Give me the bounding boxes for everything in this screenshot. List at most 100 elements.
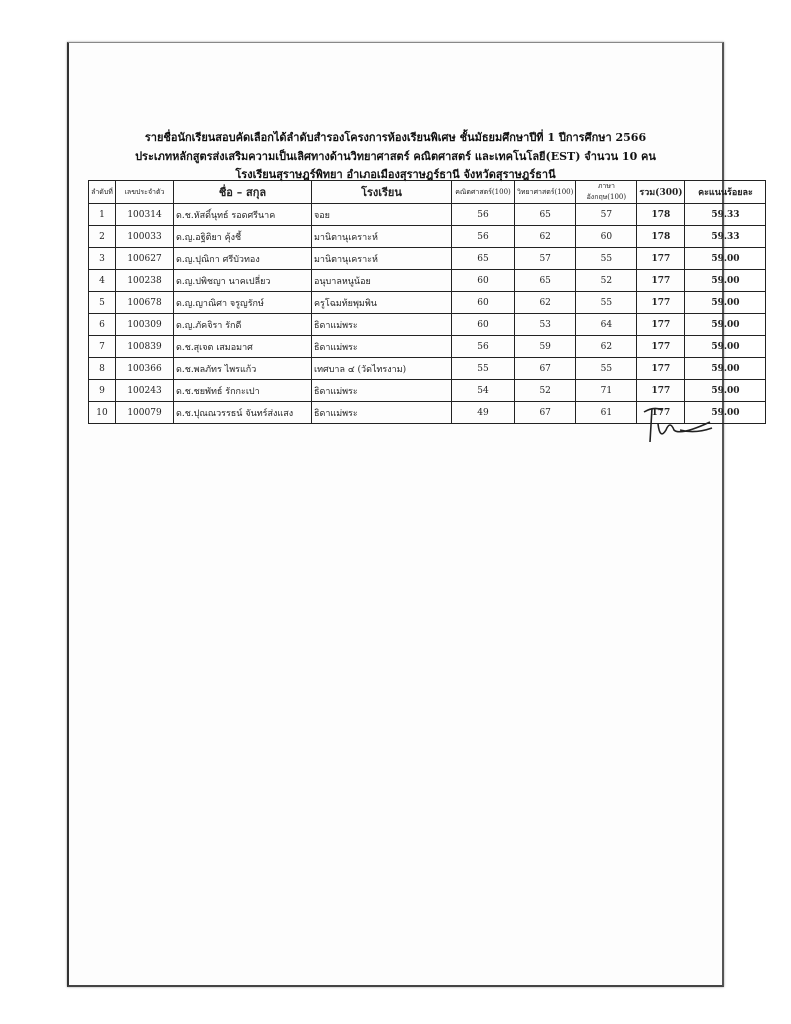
table-row: 2 100033 ด.ญ.อฐิติยา คุ้งชี้ มานิตานุเคราะห… — [88, 225, 767, 248]
cell-english-score: 60 — [575, 225, 638, 248]
cell-percent-score: 59.33 — [684, 225, 767, 248]
table-row: 3 100627 ด.ญ.ปุณิกา ศรีบัวทอง มานิตานุเคราะ… — [88, 247, 767, 270]
cell-english-score: 64 — [575, 313, 638, 336]
cell-percent-score: 59.00 — [684, 335, 767, 358]
cell-math-score: 55 — [451, 357, 515, 380]
col-school: โรงเรียน — [311, 180, 452, 204]
cell-math-score: 60 — [451, 291, 515, 314]
cell-school: ธิดาแม่พระ — [311, 335, 452, 358]
cell-english-score: 52 — [575, 269, 638, 292]
cell-english-score: 55 — [575, 291, 638, 314]
cell-rank: 5 — [88, 291, 116, 314]
cell-percent-score: 59.00 — [684, 379, 767, 402]
cell-name: ด.ญ.ญาณิศา จรูญรักษ์ — [173, 291, 312, 314]
cell-total-score: 177 — [636, 335, 686, 358]
cell-total-score: 177 — [636, 291, 686, 314]
cell-rank: 7 — [88, 335, 116, 358]
cell-school: เทศบาล ๔ (วัดไทรงาม) — [311, 357, 452, 380]
col-name: ชื่อ – สกุล — [173, 180, 312, 204]
signature — [643, 407, 713, 443]
cell-percent-score: 59.00 — [684, 291, 767, 314]
cell-total-score: 177 — [636, 313, 686, 336]
cell-total-score: 178 — [636, 225, 686, 248]
cell-student-id: 100243 — [115, 379, 174, 402]
cell-rank: 4 — [88, 269, 116, 292]
cell-school: ครูโฉมท้ยพุมพิน — [311, 291, 452, 314]
cell-school: อนุบาลหนูน้อย — [311, 269, 452, 292]
cell-name: ด.ญ.อฐิติยา คุ้งชี้ — [173, 225, 312, 248]
col-total: รวม(300) — [636, 180, 686, 204]
cell-student-id: 100314 — [115, 203, 174, 226]
cell-science-score: 65 — [513, 203, 577, 226]
cell-science-score: 52 — [513, 379, 577, 402]
cell-english-score: 61 — [575, 401, 638, 424]
cell-math-score: 54 — [451, 379, 515, 402]
cell-student-id: 100079 — [115, 401, 174, 424]
cell-rank: 9 — [88, 379, 116, 402]
table-row: 9 100243 ด.ช.ชยพัทธ์ รักกะเปา ธิดาแม่พระ 54 5… — [88, 379, 767, 402]
cell-school: มานิตานุเคราะห์ — [311, 225, 452, 248]
col-english: ภาษาอังกฤษ(100) — [575, 180, 638, 204]
cell-name: ด.ช.สุเจต เสมอมาศ — [173, 335, 312, 358]
results-table: ลำดับที่ เลขประจำตัว ชื่อ – สกุล โรงเรีย… — [88, 180, 767, 424]
cell-name: ด.ช.ปุณณวรรธน์ จันทร์ส่งแสง — [173, 401, 312, 424]
cell-math-score: 49 — [451, 401, 515, 424]
table-row: 1 100314 ด.ช.หัสดิ์นุทธ์ รอดศรีนาค จอย 56 65 5… — [88, 203, 767, 226]
cell-percent-score: 59.00 — [684, 247, 767, 270]
cell-science-score: 62 — [513, 291, 577, 314]
cell-total-score: 177 — [636, 401, 686, 424]
cell-rank: 8 — [88, 357, 116, 380]
cell-science-score: 62 — [513, 225, 577, 248]
cell-school: ธิดาแม่พระ — [311, 313, 452, 336]
cell-student-id: 100678 — [115, 291, 174, 314]
cell-name: ด.ญ.ปุณิกา ศรีบัวทอง — [173, 247, 312, 270]
cell-percent-score: 59.00 — [684, 401, 767, 424]
cell-english-score: 55 — [575, 357, 638, 380]
cell-science-score: 67 — [513, 401, 577, 424]
cell-english-score: 55 — [575, 247, 638, 270]
cell-student-id: 100309 — [115, 313, 174, 336]
table-row: 8 100366 ด.ช.พลภัทร ไพรแก้ว เทศบาล ๔ (วัดไท… — [88, 357, 767, 380]
col-science: วิทยาศาสตร์(100) — [513, 180, 577, 204]
table-row: 10 100079 ด.ช.ปุณณวรรธน์ จันทร์ส่งแสง ธิดาแ… — [88, 401, 767, 424]
title-line-3: โรงเรียนสุราษฎร์พิทยา อำเภอเมืองสุราษฎร์… — [235, 168, 556, 181]
cell-school: ธิดาแม่พระ — [311, 401, 452, 424]
cell-english-score: 57 — [575, 203, 638, 226]
cell-math-score: 60 — [451, 313, 515, 336]
title-line-1: รายชื่อนักเรียนสอบคัดเลือกได้ลำดับสำรองโ… — [144, 131, 647, 144]
cell-science-score: 57 — [513, 247, 577, 270]
cell-english-score: 62 — [575, 335, 638, 358]
cell-rank: 1 — [88, 203, 116, 226]
cell-student-id: 100033 — [115, 225, 174, 248]
cell-name: ด.ช.ชยพัทธ์ รักกะเปา — [173, 379, 312, 402]
cell-school: ธิดาแม่พระ — [311, 379, 452, 402]
col-percent: คะแนนร้อยละ — [684, 180, 767, 204]
cell-rank: 2 — [88, 225, 116, 248]
col-id: เลขประจำตัว — [115, 180, 174, 204]
cell-school: มานิตานุเคราะห์ — [311, 247, 452, 270]
cell-percent-score: 59.00 — [684, 357, 767, 380]
cell-total-score: 178 — [636, 203, 686, 226]
table-row: 6 100309 ด.ญ.ภัคจิรา รักดี ธิดาแม่พระ 60 53 64… — [88, 313, 767, 336]
cell-percent-score: 59.00 — [684, 313, 767, 336]
cell-science-score: 53 — [513, 313, 577, 336]
cell-rank: 3 — [88, 247, 116, 270]
cell-student-id: 100238 — [115, 269, 174, 292]
cell-total-score: 177 — [636, 247, 686, 270]
cell-science-score: 59 — [513, 335, 577, 358]
cell-student-id: 100366 — [115, 357, 174, 380]
cell-math-score: 60 — [451, 269, 515, 292]
col-math: คณิตศาสตร์(100) — [451, 180, 515, 204]
cell-percent-score: 59.33 — [684, 203, 767, 226]
table-row: 4 100238 ด.ญ.ปพิชญา นาคเปลี่ยว อนุบาลหนูน้อ… — [88, 269, 767, 292]
cell-science-score: 65 — [513, 269, 577, 292]
cell-name: ด.ช.หัสดิ์นุทธ์ รอดศรีนาค — [173, 203, 312, 226]
col-rank: ลำดับที่ — [88, 180, 116, 204]
cell-math-score: 56 — [451, 225, 515, 248]
table-header-row: ลำดับที่ เลขประจำตัว ชื่อ – สกุล โรงเรีย… — [88, 180, 767, 204]
cell-english-score: 71 — [575, 379, 638, 402]
cell-name: ด.ญ.ปพิชญา นาคเปลี่ยว — [173, 269, 312, 292]
table-row: 5 100678 ด.ญ.ญาณิศา จรูญรักษ์ ครูโฉมท้ยพุมพ… — [88, 291, 767, 314]
cell-math-score: 56 — [451, 335, 515, 358]
cell-math-score: 65 — [451, 247, 515, 270]
